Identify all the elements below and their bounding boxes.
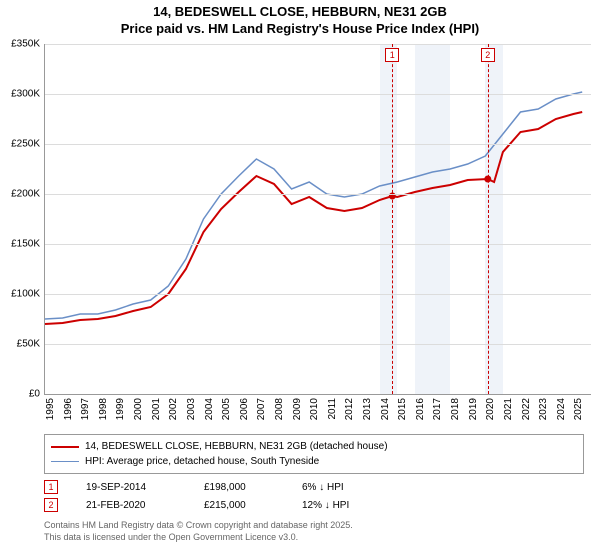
y-tick-label: £350K	[0, 39, 40, 50]
title-line-2: Price paid vs. HM Land Registry's House …	[0, 21, 600, 38]
y-tick-label: £0	[0, 389, 40, 400]
chart-title: 14, BEDESWELL CLOSE, HEBBURN, NE31 2GB P…	[0, 0, 600, 38]
sale-price: £198,000	[204, 482, 274, 493]
sales-row: 2 21-FEB-2020 £215,000 12% ↓ HPI	[44, 496, 382, 514]
sale-price: £215,000	[204, 500, 274, 511]
sale-marker-line	[392, 44, 393, 394]
y-tick-label: £300K	[0, 89, 40, 100]
sale-marker-line	[488, 44, 489, 394]
title-line-1: 14, BEDESWELL CLOSE, HEBBURN, NE31 2GB	[0, 4, 600, 21]
legend-item-hpi: HPI: Average price, detached house, Sout…	[51, 454, 577, 469]
legend-label-hpi: HPI: Average price, detached house, Sout…	[85, 454, 319, 469]
legend-label-price-paid: 14, BEDESWELL CLOSE, HEBBURN, NE31 2GB (…	[85, 439, 388, 454]
legend-swatch-hpi	[51, 461, 79, 462]
legend-swatch-price-paid	[51, 446, 79, 448]
legend-item-price-paid: 14, BEDESWELL CLOSE, HEBBURN, NE31 2GB (…	[51, 439, 577, 454]
footer-attribution: Contains HM Land Registry data © Crown c…	[44, 520, 353, 543]
sales-table: 1 19-SEP-2014 £198,000 6% ↓ HPI 2 21-FEB…	[44, 478, 382, 514]
sale-date: 21-FEB-2020	[86, 500, 176, 511]
sale-marker-box: 1	[385, 48, 399, 62]
sale-diff: 12% ↓ HPI	[302, 500, 382, 511]
y-tick-label: £200K	[0, 189, 40, 200]
legend-box: 14, BEDESWELL CLOSE, HEBBURN, NE31 2GB (…	[44, 434, 584, 474]
footer-line-1: Contains HM Land Registry data © Crown c…	[44, 520, 353, 532]
footer-line-2: This data is licensed under the Open Gov…	[44, 532, 353, 544]
chart-plot-area: 1995199619971998199920002001200220032004…	[44, 44, 591, 395]
y-tick-label: £250K	[0, 139, 40, 150]
chart-lines-svg	[45, 44, 591, 394]
sale-marker-box: 2	[481, 48, 495, 62]
sale-diff: 6% ↓ HPI	[302, 482, 382, 493]
sales-row: 1 19-SEP-2014 £198,000 6% ↓ HPI	[44, 478, 382, 496]
sale-marker-1: 1	[44, 480, 58, 494]
y-tick-label: £150K	[0, 239, 40, 250]
sale-marker-2: 2	[44, 498, 58, 512]
y-tick-label: £50K	[0, 339, 40, 350]
y-tick-label: £100K	[0, 289, 40, 300]
sale-date: 19-SEP-2014	[86, 482, 176, 493]
series-line-hpi	[45, 92, 582, 319]
